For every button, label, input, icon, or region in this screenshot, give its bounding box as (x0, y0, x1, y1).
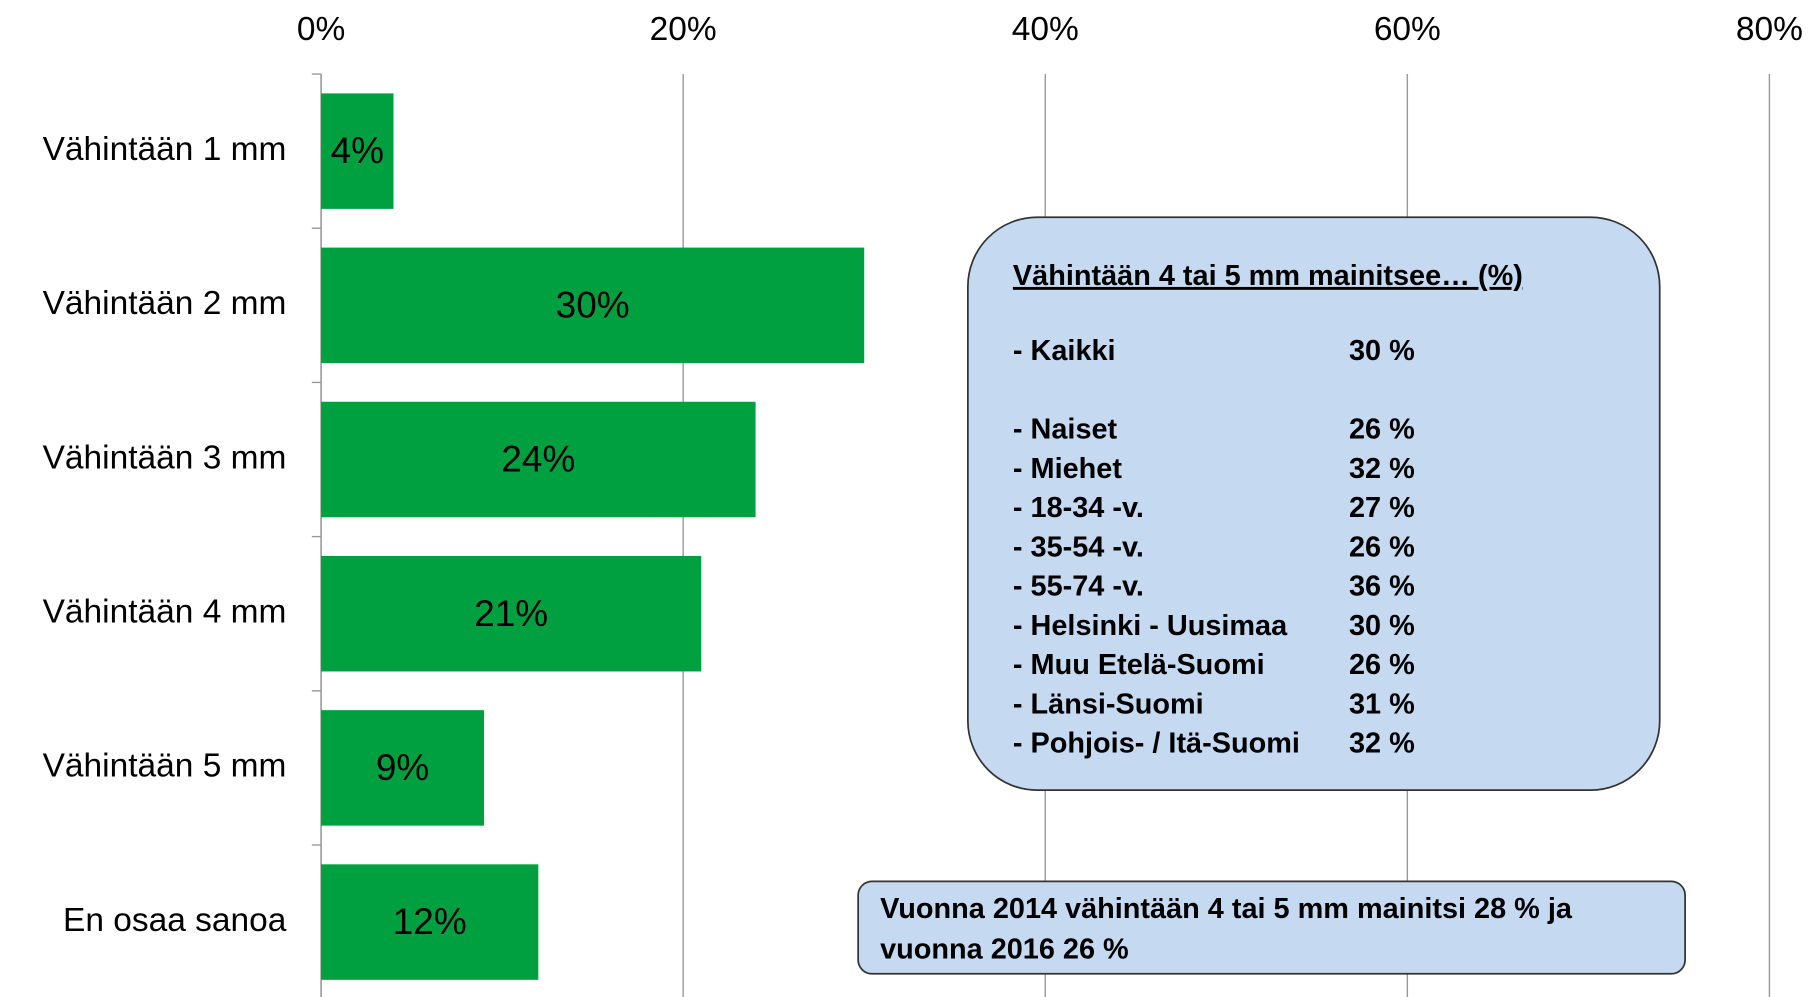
x-tick-label: 60% (1374, 11, 1441, 48)
info-value: 36 % (1349, 571, 1415, 603)
note-box (857, 880, 1686, 975)
info-label: - Pohjois- / Itä-Suomi (1013, 728, 1300, 760)
y-tick-label: Vähintään 5 mm (43, 748, 287, 785)
x-tick-label: 40% (1012, 11, 1079, 48)
info-value: 26 % (1349, 414, 1415, 446)
info-value: 32 % (1349, 728, 1415, 760)
y-tick-label: Vähintään 2 mm (43, 285, 287, 322)
info-label: - 55-74 -v. (1013, 571, 1144, 603)
info-label: - Miehet (1013, 453, 1122, 485)
info-box (967, 216, 1661, 791)
data-label: 21% (474, 593, 548, 634)
info-value: 32 % (1349, 453, 1415, 485)
info-value: 30 % (1349, 610, 1415, 642)
info-label: - Kaikki (1013, 335, 1116, 367)
y-tick-label: Vähintään 3 mm (43, 439, 287, 476)
info-value: 26 % (1349, 531, 1415, 563)
x-tick-label: 0% (297, 11, 345, 48)
info-label: - Naiset (1013, 414, 1118, 446)
x-tick-label: 20% (650, 11, 717, 48)
bar (321, 401, 756, 518)
note-text: Vuonna 2014 vähintään 4 tai 5 mm mainits… (880, 893, 1573, 925)
data-label: 4% (331, 130, 384, 171)
y-tick-label: En osaa sanoa (63, 902, 287, 939)
note-text: vuonna 2016 26 % (880, 933, 1129, 965)
info-label: - Helsinki - Uusimaa (1013, 610, 1288, 642)
info-value: 31 % (1349, 688, 1415, 720)
info-label: - 18-34 -v. (1013, 492, 1144, 524)
info-label: - 35-54 -v. (1013, 531, 1144, 563)
data-label: 12% (393, 901, 467, 942)
data-label: 24% (501, 439, 575, 480)
bar (321, 93, 394, 209)
info-label: - Länsi-Suomi (1013, 688, 1204, 720)
y-tick-label: Vähintään 1 mm (43, 131, 287, 168)
info-title: Vähintään 4 tai 5 mm mainitsee… (%) (1013, 260, 1523, 292)
data-label: 9% (376, 747, 429, 788)
info-value: 26 % (1349, 649, 1415, 681)
bar (321, 864, 539, 980)
bar (321, 710, 485, 826)
bar (321, 247, 865, 364)
info-value: 27 % (1349, 492, 1415, 524)
x-tick-label: 80% (1736, 11, 1803, 48)
info-label: - Muu Etelä-Suomi (1013, 649, 1265, 681)
data-label: 30% (556, 284, 630, 325)
bar (321, 555, 702, 672)
info-value: 30 % (1349, 335, 1415, 367)
y-tick-label: Vähintään 4 mm (43, 594, 287, 631)
